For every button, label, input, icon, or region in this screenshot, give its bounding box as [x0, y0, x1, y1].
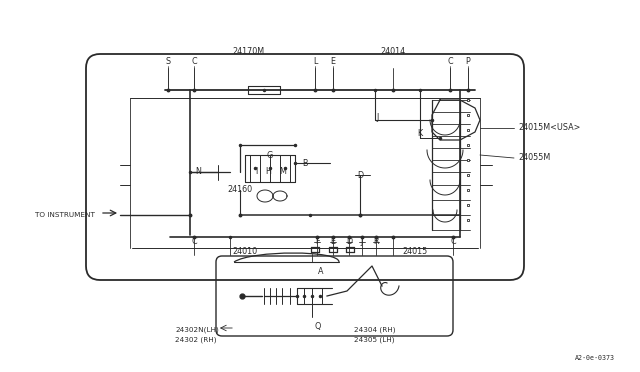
Text: 24010: 24010 [232, 247, 257, 257]
Text: F: F [315, 237, 319, 247]
Text: L: L [313, 58, 317, 67]
Text: K: K [417, 128, 422, 138]
Text: 24015: 24015 [403, 247, 428, 257]
Text: 24015M<USA>: 24015M<USA> [518, 124, 580, 132]
Text: TO INSTRUMENT: TO INSTRUMENT [35, 212, 95, 218]
Text: J: J [361, 237, 363, 247]
Text: S: S [165, 58, 171, 67]
Text: 24014: 24014 [380, 48, 406, 57]
Text: 24304 (RH): 24304 (RH) [354, 327, 396, 333]
Text: Q: Q [315, 321, 321, 330]
Text: C: C [191, 58, 197, 67]
Text: E: E [330, 58, 335, 67]
Text: C: C [191, 237, 197, 247]
Text: B: B [302, 158, 308, 167]
Text: M: M [280, 167, 287, 176]
Text: D: D [346, 237, 352, 247]
Text: A2·0e·0373: A2·0e·0373 [575, 355, 615, 361]
Text: 24305 (LH): 24305 (LH) [354, 337, 394, 343]
Text: P: P [466, 58, 470, 67]
Text: E: E [330, 237, 335, 247]
Text: 24302 (RH): 24302 (RH) [175, 337, 216, 343]
Text: D: D [357, 170, 363, 180]
Text: C: C [450, 237, 456, 247]
Text: I: I [255, 167, 257, 176]
Text: 24055M: 24055M [518, 154, 550, 163]
Text: 24160: 24160 [227, 186, 253, 195]
Text: J: J [377, 113, 379, 122]
Text: C: C [447, 58, 453, 67]
Text: N: N [195, 167, 201, 176]
Text: R: R [373, 237, 379, 247]
Text: 24302N(LH): 24302N(LH) [175, 327, 219, 333]
Text: 24170M: 24170M [232, 48, 264, 57]
Text: H: H [265, 167, 271, 176]
Text: G: G [267, 151, 273, 160]
Text: A: A [318, 266, 324, 276]
